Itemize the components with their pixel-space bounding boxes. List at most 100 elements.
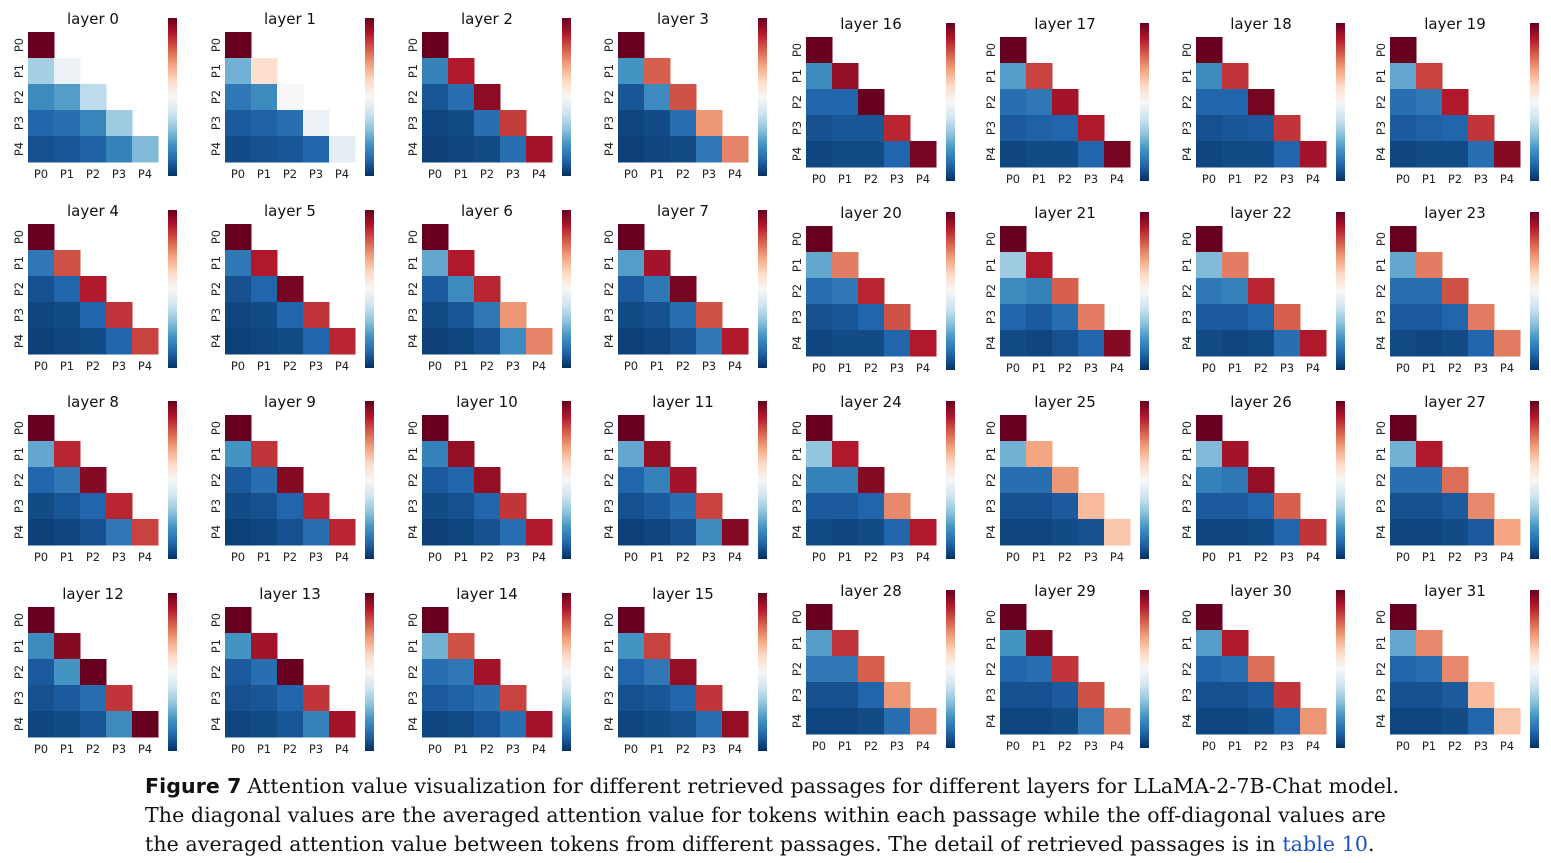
colorbar — [365, 401, 374, 559]
heatmap-cell — [832, 656, 859, 683]
y-tick-label: P4 — [602, 142, 616, 156]
heatmap-cell — [28, 58, 55, 85]
heatmap-cell — [474, 685, 501, 712]
x-tick-label: P4 — [728, 742, 742, 756]
y-tick-label: P1 — [790, 258, 804, 272]
heatmap-cell — [1416, 682, 1443, 709]
heatmap-cell — [132, 519, 159, 546]
heatmap-cell — [277, 276, 304, 303]
heatmap-panel: layer 24 P0 P1 P2 P3 P4 P0 P1 P2 P3 P4 — [790, 393, 955, 564]
y-tick-label: P3 — [12, 116, 26, 130]
x-tick-label: P3 — [112, 167, 126, 181]
heatmap-cell — [225, 711, 252, 738]
figure-label: Figure 7 — [145, 774, 242, 798]
heatmap-cell — [54, 659, 81, 686]
heatmap-cell — [1300, 141, 1327, 168]
heatmap-cell — [910, 519, 937, 546]
heatmap-cell — [422, 32, 449, 59]
table-reference-link[interactable]: table 10 — [1282, 832, 1368, 856]
y-tick-label: P3 — [209, 116, 223, 130]
panel-title: layer 13 — [259, 585, 321, 603]
y-tick-label: P0 — [790, 421, 804, 435]
y-tick-label: P1 — [602, 256, 616, 270]
heatmap-cell — [526, 136, 553, 163]
x-tick-label: P2 — [1254, 550, 1268, 564]
x-tick-label: P2 — [1058, 550, 1072, 564]
panel-title: layer 23 — [1424, 204, 1486, 222]
heatmap-cell — [1468, 682, 1495, 709]
heatmap-cell — [132, 711, 159, 738]
y-tick-label: P4 — [209, 717, 223, 731]
heatmap-cell — [1078, 115, 1105, 142]
heatmap-cell — [618, 136, 645, 163]
heatmap-cell — [644, 250, 671, 277]
heatmap-cell — [1416, 252, 1443, 279]
heatmap-cell — [1052, 708, 1079, 735]
heatmap-cell — [670, 467, 697, 494]
heatmap-cell — [806, 519, 833, 546]
x-tick-label: P1 — [1228, 739, 1242, 753]
heatmap-cell — [1000, 115, 1027, 142]
y-tick-label: P2 — [209, 665, 223, 679]
y-tick-label: P3 — [602, 499, 616, 513]
caption-text-3-end: . — [1368, 832, 1375, 856]
heatmap-cell — [1442, 519, 1469, 546]
heatmap-cell — [28, 224, 55, 251]
heatmap-cell — [303, 302, 330, 329]
x-tick-label: P1 — [1228, 361, 1242, 375]
y-tick-label: P4 — [1374, 147, 1388, 161]
panel-title: layer 17 — [1034, 15, 1096, 33]
heatmap-cell — [1026, 467, 1053, 494]
y-tick-label: P0 — [12, 421, 26, 435]
heatmap-cell — [1390, 630, 1417, 657]
heatmap-cell — [1222, 656, 1249, 683]
heatmap-cell — [858, 467, 885, 494]
y-tick-label: P0 — [209, 38, 223, 52]
heatmap-cell — [1052, 304, 1079, 331]
y-tick-label: P1 — [984, 258, 998, 272]
heatmap-grid: layer 0 P0 P1 P2 P3 P4 P0 P1 P2 P3 P4 layer 1 P0 P1 P2… — [12, 10, 1539, 756]
heatmap-cell — [1468, 493, 1495, 520]
panel-title: layer 2 — [461, 10, 513, 28]
x-tick-label: P2 — [676, 359, 690, 373]
heatmap-cell — [618, 633, 645, 660]
x-tick-label: P3 — [506, 550, 520, 564]
heatmap-cell — [644, 711, 671, 738]
x-tick-label: P2 — [1254, 739, 1268, 753]
heatmap-cell — [329, 136, 356, 163]
x-tick-label: P4 — [1500, 361, 1514, 375]
x-tick-label: P0 — [428, 359, 442, 373]
heatmap-cell — [1000, 467, 1027, 494]
colorbar — [562, 401, 571, 559]
heatmap-cell — [1026, 519, 1053, 546]
heatmap-cell — [1274, 708, 1301, 735]
heatmap-cell — [1222, 630, 1249, 657]
panel-title: layer 4 — [67, 202, 119, 220]
heatmap-cell — [1052, 89, 1079, 116]
y-tick-label: P4 — [12, 717, 26, 731]
heatmap-cell — [474, 659, 501, 686]
colorbar — [1530, 23, 1539, 181]
heatmap-panel: layer 6 P0 P1 P2 P3 P4 P0 P1 P2 P3 P4 — [406, 202, 571, 373]
y-tick-label: P0 — [1180, 610, 1194, 624]
y-tick-label: P2 — [1180, 95, 1194, 109]
heatmap-panel: layer 16 P0 P1 P2 P3 P4 P0 P1 P2 P3 P4 — [790, 15, 955, 186]
x-tick-label: P3 — [309, 550, 323, 564]
heatmap-panel: layer 1 P0 P1 P2 P3 P4 P0 P1 P2 P3 P4 — [209, 10, 374, 181]
x-tick-label: P4 — [138, 167, 152, 181]
y-tick-label: P2 — [209, 282, 223, 296]
x-tick-label: P2 — [1058, 739, 1072, 753]
heatmap-cell — [225, 136, 252, 163]
y-tick-label: P0 — [406, 421, 420, 435]
heatmap-cell — [1222, 89, 1249, 116]
x-tick-label: P3 — [112, 359, 126, 373]
heatmap-cell — [1248, 141, 1275, 168]
x-tick-label: P1 — [257, 742, 271, 756]
heatmap-cell — [1078, 682, 1105, 709]
colorbar — [1336, 212, 1345, 370]
colorbar — [1140, 23, 1149, 181]
heatmap-cell — [80, 519, 107, 546]
heatmap-cell — [28, 441, 55, 468]
y-tick-label: P2 — [790, 284, 804, 298]
y-tick-label: P0 — [984, 43, 998, 57]
